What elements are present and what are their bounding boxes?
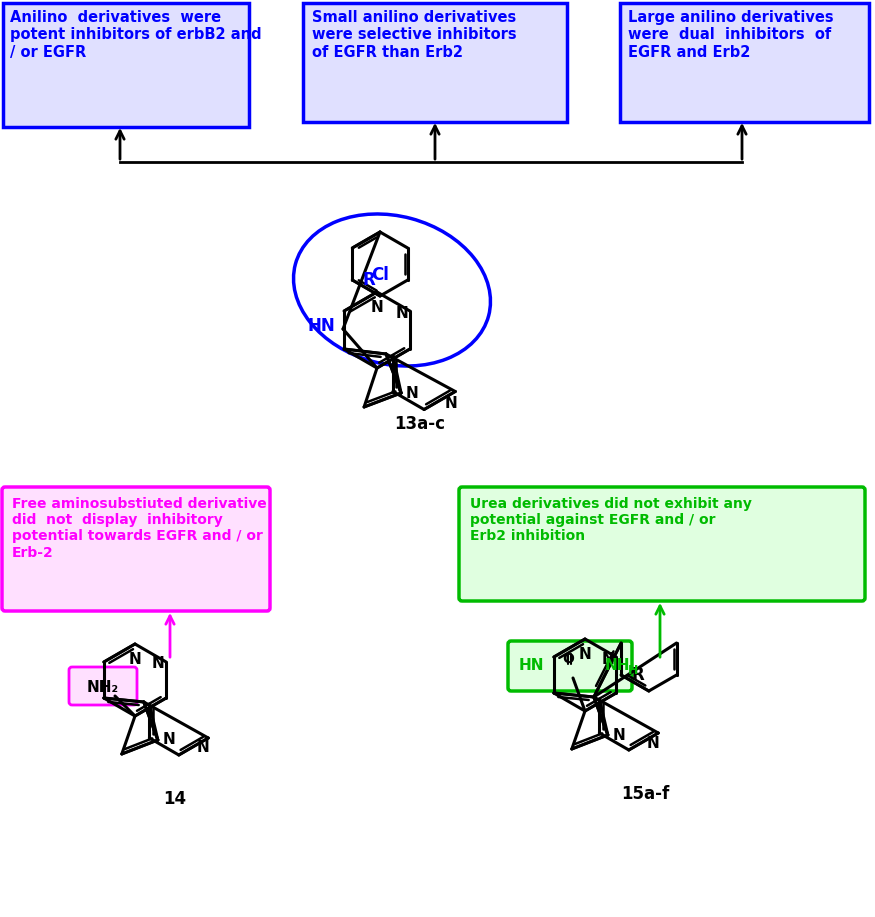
Text: HN: HN (307, 317, 335, 335)
Text: N: N (612, 727, 626, 743)
FancyBboxPatch shape (459, 487, 865, 601)
Text: N: N (647, 735, 659, 750)
Text: N: N (151, 657, 164, 671)
Text: Small anilino derivatives
were selective inhibitors
of EGFR than Erb2: Small anilino derivatives were selective… (312, 10, 516, 60)
FancyBboxPatch shape (620, 3, 869, 122)
Text: N: N (578, 647, 592, 662)
FancyBboxPatch shape (2, 487, 270, 611)
FancyBboxPatch shape (3, 3, 249, 127)
Text: Cl: Cl (371, 266, 388, 284)
Text: N: N (601, 651, 614, 667)
Text: Free aminosubstiuted derivative
did  not  display  inhibitory
potential towards : Free aminosubstiuted derivative did not … (12, 497, 267, 559)
Text: Large anilino derivatives
were  dual  inhibitors  of
EGFR and Erb2: Large anilino derivatives were dual inhi… (628, 10, 834, 60)
Text: 14: 14 (164, 790, 186, 808)
Text: Urea derivatives did not exhibit any
potential against EGFR and / or
Erb2 inhibi: Urea derivatives did not exhibit any pot… (470, 497, 752, 544)
Text: 15a-f: 15a-f (621, 785, 669, 803)
Text: 13a-c: 13a-c (395, 415, 445, 433)
Text: NH: NH (605, 658, 631, 673)
Text: N: N (163, 733, 176, 747)
Text: N: N (371, 300, 383, 315)
Text: Anilino  derivatives  were
potent inhibitors of erbB2 and
/ or EGFR: Anilino derivatives were potent inhibito… (10, 10, 262, 60)
Text: R: R (362, 271, 375, 289)
Text: R: R (631, 666, 644, 684)
Text: N: N (406, 385, 419, 401)
Text: HN: HN (519, 658, 544, 673)
Text: N: N (129, 652, 142, 667)
FancyBboxPatch shape (303, 3, 567, 122)
Text: N: N (444, 395, 458, 411)
Text: O: O (562, 652, 574, 666)
FancyBboxPatch shape (508, 641, 632, 691)
Text: N: N (197, 741, 209, 756)
Text: H: H (628, 665, 639, 678)
Text: N: N (396, 305, 408, 321)
Text: NH₂: NH₂ (87, 680, 119, 695)
FancyBboxPatch shape (69, 667, 137, 705)
